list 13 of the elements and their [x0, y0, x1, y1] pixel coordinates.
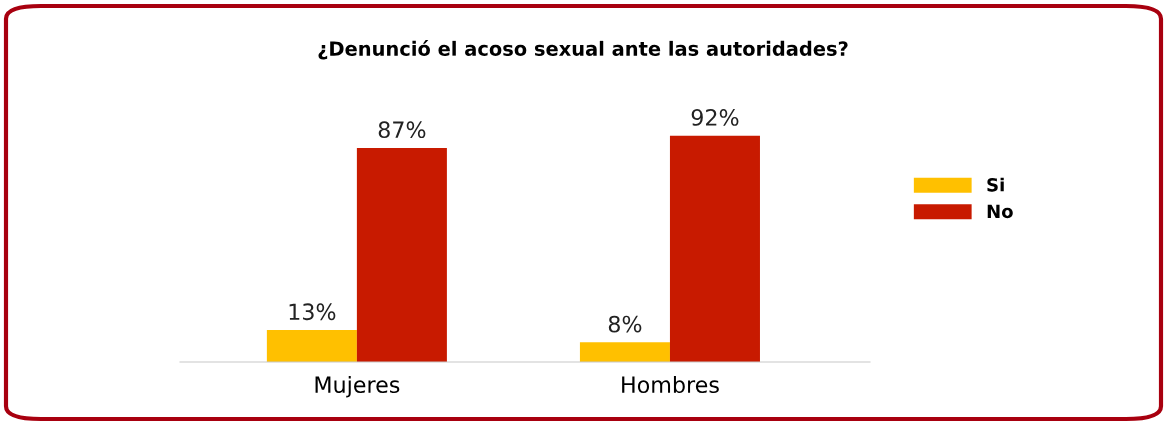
x-tick-label: Hombres	[622, 375, 719, 394]
chart-title: ¿Denunció el acoso sexual ante las autoridades?	[318, 40, 848, 60]
data-label: 87%	[378, 121, 426, 139]
data-label: 92%	[691, 109, 739, 126]
legend-label: Si	[987, 177, 1004, 192]
legend-label: No	[987, 204, 1013, 219]
bar	[266, 330, 357, 362]
data-label: 8%	[608, 315, 642, 333]
bar	[356, 147, 447, 362]
x-tick-label: Mujeres	[315, 375, 400, 398]
bar	[669, 135, 760, 362]
bar	[579, 342, 670, 362]
data-label: 13%	[289, 303, 336, 321]
